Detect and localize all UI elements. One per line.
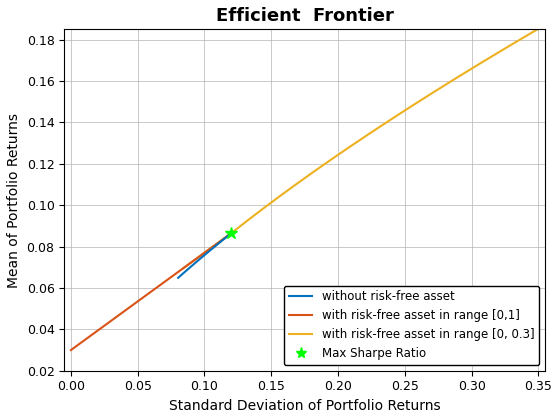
Legend: without risk-free asset, with risk-free asset in range [0,1], with risk-free ass: without risk-free asset, with risk-free … <box>284 286 539 365</box>
Title: Efficient  Frontier: Efficient Frontier <box>216 7 394 25</box>
Y-axis label: Mean of Portfolio Returns: Mean of Portfolio Returns <box>7 113 21 288</box>
X-axis label: Standard Deviation of Portfolio Returns: Standard Deviation of Portfolio Returns <box>169 399 441 413</box>
